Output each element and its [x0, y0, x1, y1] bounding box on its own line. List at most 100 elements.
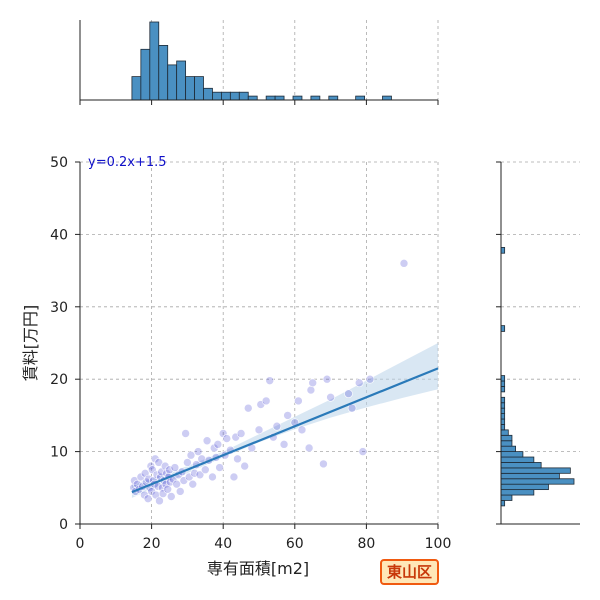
- y-marginal-histogram: [496, 161, 580, 525]
- scatter-point: [163, 484, 173, 494]
- scatter-point: [208, 472, 217, 482]
- scatter-point: [306, 385, 316, 395]
- scatter-point: [265, 376, 275, 385]
- y-histogram-bar: [500, 462, 542, 469]
- y-histogram-bars: [500, 247, 575, 507]
- y-histogram-bar: [500, 489, 535, 496]
- y-histogram-bar: [500, 445, 517, 453]
- regression-equation-label: y=0.2x+1.5: [88, 155, 167, 170]
- y-histogram-bar: [500, 375, 506, 382]
- y-histogram-bar: [500, 407, 506, 414]
- x-axis-label: 専有面積[m2]: [207, 559, 309, 578]
- x-histogram-bar: [221, 91, 231, 101]
- scatter-point: [254, 425, 264, 435]
- x-tick-label: 20: [143, 536, 161, 552]
- x-histogram-bar: [167, 64, 178, 101]
- scatter-point: [165, 465, 174, 475]
- x-tick-label: 60: [286, 536, 304, 552]
- y-histogram-bar: [500, 247, 506, 254]
- scatter-point: [188, 479, 198, 489]
- y-histogram-bar: [500, 402, 506, 409]
- y-histogram-bar: [500, 494, 513, 501]
- scatter-point: [202, 436, 212, 446]
- x-histogram-bar: [194, 76, 204, 101]
- x-histogram-bar: [229, 91, 240, 101]
- x-tick-label: 40: [214, 536, 232, 552]
- scatter-point: [181, 429, 190, 438]
- scatter-point: [172, 479, 181, 489]
- right-tick-marks: [496, 161, 501, 525]
- scatter-point: [283, 411, 292, 420]
- x-axis-ticks: 0 20 40 60 80 100: [76, 524, 452, 552]
- x-histogram-bar: [247, 95, 258, 101]
- scatter-point: [183, 458, 192, 467]
- scatter-point: [195, 470, 205, 480]
- main-grid: [79, 161, 439, 525]
- scatter-point: [236, 429, 246, 438]
- y-histogram-bar: [500, 500, 506, 507]
- y-histogram-bar: [500, 478, 575, 485]
- scatter-point: [186, 450, 196, 460]
- y-histogram-bar: [500, 396, 506, 404]
- regression-line: [131, 367, 439, 494]
- scatter-point: [161, 479, 171, 489]
- y-tick-label: 0: [59, 517, 68, 533]
- y-histogram-bar: [500, 429, 509, 436]
- y-histogram-bar: [500, 418, 506, 425]
- scatter-point: [170, 463, 180, 472]
- y-histogram-bar: [500, 413, 506, 420]
- scatter-point: [222, 434, 232, 443]
- x-histogram-bars: [131, 21, 392, 101]
- x-histogram-bar: [265, 95, 276, 101]
- y-histogram-bar: [500, 386, 506, 393]
- scatter-point: [166, 492, 176, 501]
- scatter-point: [132, 479, 142, 489]
- scatter-point: [272, 421, 282, 431]
- scatter-point: [229, 472, 239, 482]
- x-histogram-bar: [131, 76, 142, 101]
- x-histogram-bar: [328, 95, 339, 101]
- y-axis-label: 賃料[万円]: [21, 305, 40, 382]
- scatter-point: [243, 403, 253, 413]
- x-tick-label: 100: [425, 536, 452, 552]
- scatter-point: [319, 459, 328, 469]
- y-histogram-bar: [500, 456, 535, 463]
- scatter-point: [136, 472, 146, 482]
- x-tick-label: 80: [357, 536, 375, 552]
- x-histogram-bar: [149, 21, 160, 101]
- x-histogram-bar: [140, 48, 151, 101]
- y-tick-label: 30: [50, 300, 68, 316]
- y-histogram-bar: [500, 424, 506, 431]
- y-histogram-bar: [500, 380, 506, 387]
- scatter-point: [233, 454, 242, 464]
- scatter-point: [147, 487, 156, 496]
- scatter-point: [213, 440, 223, 449]
- scatter-point: [344, 389, 353, 398]
- scatter-point: [294, 396, 303, 406]
- scatter-point: [308, 378, 318, 388]
- x-histogram-bar: [310, 95, 321, 101]
- scatter-panel: 0 20 40 60 80 100 0 10 20 30 40 50 y=0.2x+1.5 専有面積…: [21, 155, 451, 578]
- scatter-point: [399, 259, 409, 268]
- x-histogram-bar: [176, 60, 187, 101]
- x-histogram-bar: [158, 45, 169, 101]
- scatter-point: [365, 374, 375, 384]
- confidence-band: [131, 343, 438, 498]
- x-histogram-bar: [238, 91, 249, 101]
- scatter-point: [261, 396, 271, 406]
- x-tick-label: 0: [76, 536, 85, 552]
- ward-label-badge: 東山区: [380, 559, 440, 585]
- y-histogram-bar: [500, 434, 513, 442]
- scatter-point: [190, 469, 199, 478]
- scatter-point: [358, 447, 368, 456]
- scatter-point: [175, 487, 185, 496]
- y-tick-label: 40: [50, 227, 68, 243]
- x-histogram-bar: [274, 95, 285, 101]
- scatter-point: [150, 454, 160, 464]
- x-histogram-bar: [355, 95, 366, 101]
- scatter-point: [354, 378, 364, 388]
- y-tick-label: 10: [50, 445, 68, 461]
- y-tick-label: 20: [50, 372, 68, 388]
- scatter-point: [240, 461, 249, 471]
- scatter-point: [144, 474, 154, 484]
